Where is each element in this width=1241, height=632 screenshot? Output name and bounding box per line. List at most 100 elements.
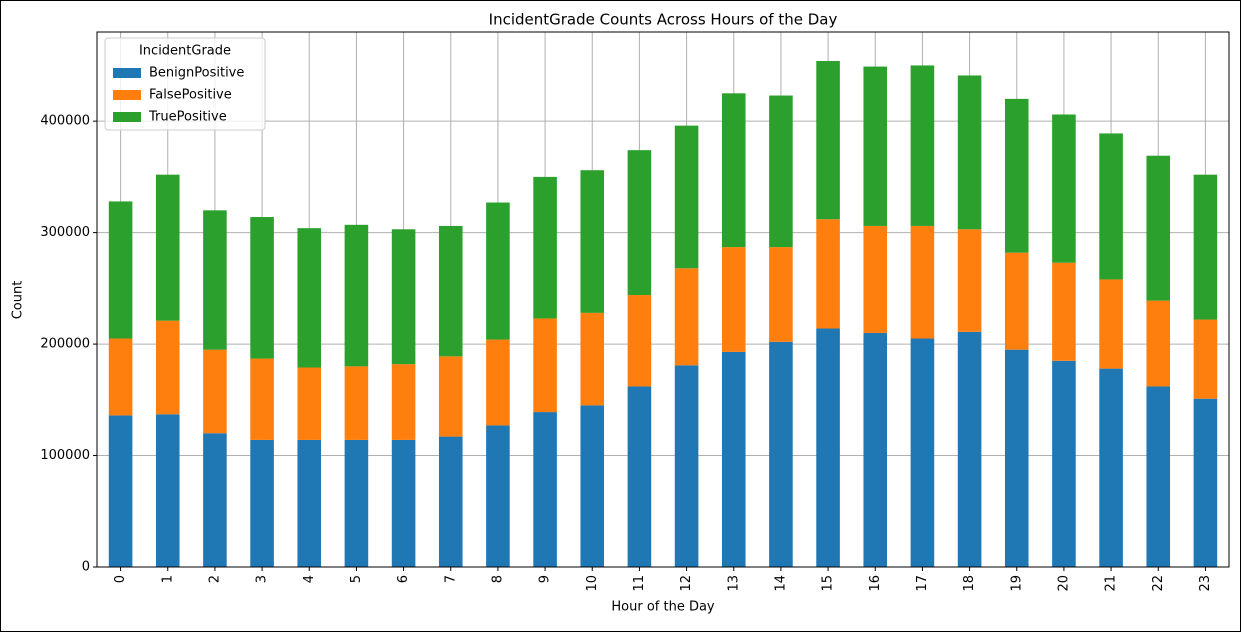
bar-segment <box>344 224 369 367</box>
bar-segment <box>1146 155 1171 301</box>
bar-segment <box>580 405 605 567</box>
bar-segment <box>391 364 416 440</box>
bar-segment <box>155 320 180 415</box>
bar-segment <box>1099 279 1123 369</box>
x-tick-label: 17 <box>915 575 930 592</box>
bar-segment <box>580 170 605 313</box>
legend-box <box>104 37 266 131</box>
bar-segment <box>438 225 463 357</box>
x-tick-label: 19 <box>1009 575 1024 592</box>
bar-segment <box>486 339 510 426</box>
bar-segment <box>155 414 180 567</box>
bar-segment <box>1193 319 1218 399</box>
x-tick-label: 22 <box>1151 575 1166 592</box>
bar-segment <box>957 229 982 332</box>
bar-segment <box>1193 398 1218 567</box>
bar-segment <box>203 210 227 350</box>
bar-segment <box>910 225 935 339</box>
bar-segment <box>108 415 133 567</box>
bar-segment <box>910 65 935 226</box>
x-tick-label: 0 <box>113 575 128 583</box>
bar-segment <box>769 247 793 342</box>
bar-segment <box>108 338 133 416</box>
x-tick-label: 10 <box>585 575 600 592</box>
bar-segment <box>438 356 463 437</box>
x-tick-label: 1 <box>160 575 175 583</box>
legend-swatch <box>113 68 141 78</box>
bar-segment <box>1099 368 1123 567</box>
y-axis-label: Count <box>11 281 26 320</box>
bar-segment <box>250 217 274 359</box>
bar-segment <box>816 60 840 220</box>
bar-segment <box>863 332 888 567</box>
x-tick-label: 9 <box>538 575 553 583</box>
bar-segment <box>344 366 369 440</box>
bar-segment <box>438 436 463 567</box>
bar-segment <box>297 228 322 368</box>
bar-segment <box>486 425 510 567</box>
y-tick-label: 0 <box>82 560 90 575</box>
bar-segment <box>863 66 888 226</box>
bar-segment <box>250 358 274 440</box>
x-tick-label: 12 <box>679 575 694 592</box>
x-tick-label: 13 <box>726 575 741 592</box>
x-tick-label: 8 <box>490 575 505 583</box>
bar-segment <box>1146 300 1171 387</box>
x-tick-label: 21 <box>1104 575 1119 592</box>
x-tick-label: 18 <box>962 575 977 592</box>
x-tick-label: 2 <box>207 575 222 583</box>
bar-segment <box>674 365 699 567</box>
x-tick-label: 11 <box>632 575 647 592</box>
chart-title: IncidentGrade Counts Across Hours of the… <box>489 11 838 29</box>
y-tick-label: 400000 <box>40 114 90 129</box>
bar-segment <box>391 439 416 567</box>
y-tick-label: 200000 <box>40 337 90 352</box>
legend-swatch <box>113 90 141 100</box>
legend: IncidentGrade BenignPositive FalsePositive… <box>104 37 266 131</box>
bar-segment <box>203 349 227 434</box>
y-tick-label: 100000 <box>40 448 90 463</box>
legend-label: BenignPositive <box>149 66 244 81</box>
bar-segment <box>769 95 793 248</box>
bar-segment <box>863 225 888 333</box>
bar-segment <box>721 93 746 248</box>
x-axis-label: Hour of the Day <box>611 600 715 615</box>
bar-segment <box>1193 174 1218 320</box>
x-tick-label: 7 <box>443 575 458 583</box>
bar-segment <box>250 439 274 567</box>
bar-segment <box>533 412 557 567</box>
bar-segment <box>674 125 699 269</box>
x-tick-label: 16 <box>868 575 883 592</box>
bar-segment <box>203 433 227 567</box>
bar-segment <box>1004 98 1029 253</box>
bar-segment <box>769 341 793 567</box>
x-tick-label: 14 <box>773 575 788 592</box>
y-tick-label: 300000 <box>40 225 90 240</box>
bar-segment <box>1052 262 1076 361</box>
bar-segment <box>1052 360 1076 567</box>
x-tick-label: 20 <box>1056 575 1071 592</box>
bar-segment <box>627 150 652 296</box>
bar-segment <box>957 331 982 567</box>
bar-segment <box>297 439 322 567</box>
x-tick-label: 6 <box>396 575 411 583</box>
bar-segment <box>1004 349 1029 567</box>
bar-segment <box>816 219 840 329</box>
bar-segment <box>721 351 746 567</box>
bar-segment <box>721 247 746 352</box>
bar-segment <box>297 367 322 440</box>
bar-segment <box>108 201 133 339</box>
bar-segment <box>957 75 982 230</box>
bar-segment <box>1099 133 1123 280</box>
bar-segment <box>1146 386 1171 567</box>
bar-segment <box>910 338 935 567</box>
plot-border <box>96 31 1230 568</box>
bar-segment <box>391 229 416 365</box>
x-tick-label: 5 <box>349 575 364 583</box>
x-tick-label: 4 <box>302 575 317 583</box>
bar-segment <box>627 386 652 567</box>
bar-segment <box>533 176 557 319</box>
x-tick-label: 23 <box>1198 575 1213 592</box>
bar-segment <box>344 439 369 567</box>
